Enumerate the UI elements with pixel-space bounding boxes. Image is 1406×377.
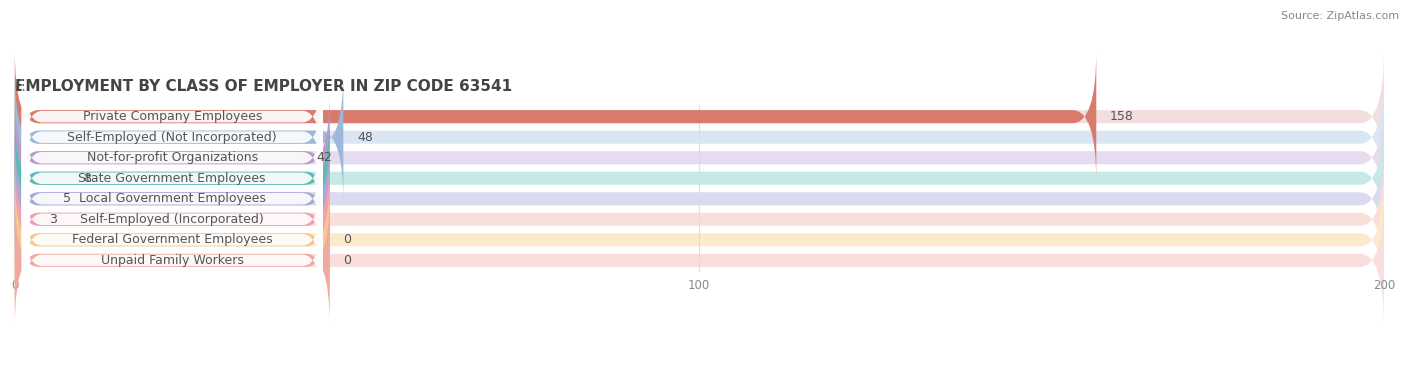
FancyBboxPatch shape — [15, 175, 329, 305]
Text: 0: 0 — [343, 233, 352, 246]
Text: Local Government Employees: Local Government Employees — [79, 192, 266, 205]
Text: Private Company Employees: Private Company Employees — [83, 110, 262, 123]
FancyBboxPatch shape — [21, 184, 323, 296]
FancyBboxPatch shape — [21, 143, 323, 254]
FancyBboxPatch shape — [15, 154, 1384, 285]
Text: Self-Employed (Incorporated): Self-Employed (Incorporated) — [80, 213, 264, 226]
FancyBboxPatch shape — [15, 113, 1384, 244]
FancyBboxPatch shape — [15, 72, 343, 202]
FancyBboxPatch shape — [15, 175, 1384, 305]
Text: 0: 0 — [343, 254, 352, 267]
FancyBboxPatch shape — [15, 51, 1097, 182]
Text: 42: 42 — [316, 151, 332, 164]
FancyBboxPatch shape — [15, 51, 1384, 182]
FancyBboxPatch shape — [21, 102, 323, 213]
Text: 3: 3 — [49, 213, 56, 226]
FancyBboxPatch shape — [15, 195, 1384, 326]
Text: Source: ZipAtlas.com: Source: ZipAtlas.com — [1281, 11, 1399, 21]
FancyBboxPatch shape — [15, 195, 329, 326]
Text: Federal Government Employees: Federal Government Employees — [72, 233, 273, 246]
Text: 8: 8 — [83, 172, 91, 185]
FancyBboxPatch shape — [15, 92, 329, 223]
FancyBboxPatch shape — [15, 72, 1384, 202]
Text: Not-for-profit Organizations: Not-for-profit Organizations — [87, 151, 257, 164]
Text: Unpaid Family Workers: Unpaid Family Workers — [101, 254, 243, 267]
FancyBboxPatch shape — [15, 92, 1384, 223]
FancyBboxPatch shape — [15, 154, 329, 285]
FancyBboxPatch shape — [21, 164, 323, 275]
FancyBboxPatch shape — [21, 204, 323, 316]
Text: State Government Employees: State Government Employees — [79, 172, 266, 185]
FancyBboxPatch shape — [21, 123, 323, 234]
FancyBboxPatch shape — [21, 81, 323, 193]
FancyBboxPatch shape — [15, 133, 329, 264]
FancyBboxPatch shape — [15, 113, 329, 244]
Text: Self-Employed (Not Incorporated): Self-Employed (Not Incorporated) — [67, 131, 277, 144]
Text: 158: 158 — [1109, 110, 1133, 123]
Text: EMPLOYMENT BY CLASS OF EMPLOYER IN ZIP CODE 63541: EMPLOYMENT BY CLASS OF EMPLOYER IN ZIP C… — [15, 80, 512, 95]
FancyBboxPatch shape — [21, 61, 323, 173]
Text: 5: 5 — [63, 192, 70, 205]
FancyBboxPatch shape — [15, 133, 1384, 264]
Text: 48: 48 — [357, 131, 373, 144]
